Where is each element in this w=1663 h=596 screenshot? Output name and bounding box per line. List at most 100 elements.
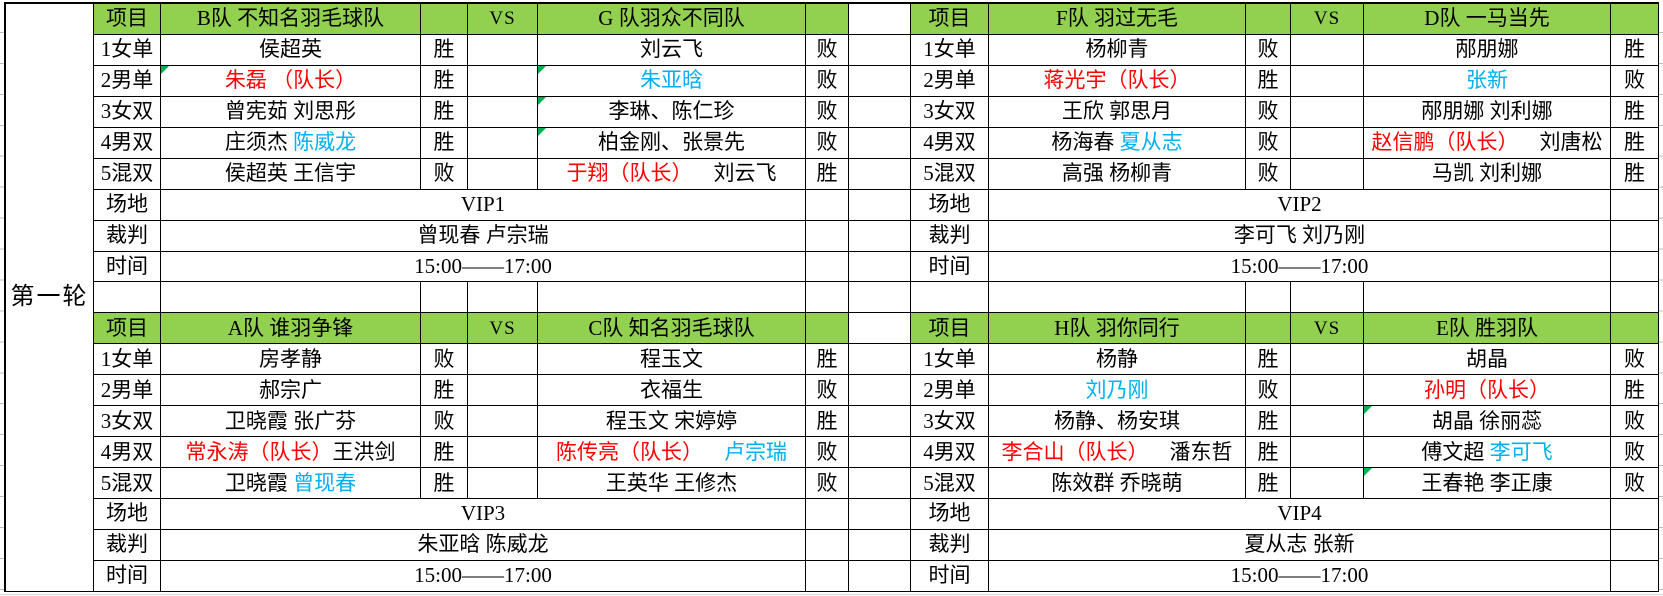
vs-spacer-cell[interactable]	[468, 34, 538, 66]
event-label-cell[interactable]: 3女双	[911, 406, 989, 438]
spacer-cell[interactable]	[849, 282, 911, 314]
venue-value-cell[interactable]: VIP3	[161, 499, 806, 530]
spacer-cell[interactable]	[849, 344, 911, 376]
players-cell[interactable]: 刘云飞	[538, 34, 806, 66]
players-cell[interactable]: 房孝静	[161, 344, 421, 376]
venue-label-cell[interactable]: 场地	[94, 499, 161, 530]
event-label-cell[interactable]: 3女双	[94, 96, 161, 128]
players-cell[interactable]: 马凯 刘利娜	[1364, 158, 1611, 190]
result-cell[interactable]: 胜	[1611, 158, 1659, 190]
players-cell[interactable]: 程玉文	[538, 344, 806, 376]
result-cell[interactable]: 败	[806, 375, 849, 407]
event-label-cell[interactable]: 5混双	[911, 158, 989, 190]
event-label-cell[interactable]: 3女双	[94, 406, 161, 438]
time-label-cell[interactable]: 时间	[94, 251, 161, 283]
referee-value-cell[interactable]: 曾现春 卢宗瑞	[161, 220, 806, 252]
referee-value-cell[interactable]: 李可飞 刘乃刚	[989, 220, 1611, 252]
result-cell[interactable]: 败	[806, 437, 849, 469]
header-spacer-cell[interactable]	[1611, 313, 1659, 345]
spacer-cell[interactable]	[849, 65, 911, 97]
spacer-cell[interactable]	[849, 560, 911, 592]
spacer-cell[interactable]	[161, 282, 421, 314]
vs-cell[interactable]: VS	[1291, 313, 1364, 345]
spacer-cell[interactable]	[849, 499, 911, 530]
result-cell[interactable]: 败	[1611, 468, 1659, 499]
players-cell[interactable]: 郝宗广	[161, 375, 421, 407]
event-label-cell[interactable]: 5混双	[911, 468, 989, 499]
result-cell[interactable]: 胜	[1246, 406, 1291, 438]
spacer-cell[interactable]	[1611, 189, 1659, 221]
players-cell[interactable]: 卫晓霞 曾现春	[161, 468, 421, 499]
players-cell[interactable]: 杨海春 夏从志	[989, 127, 1246, 159]
result-cell[interactable]: 胜	[1611, 96, 1659, 128]
team-name-cell[interactable]: B队 不知名羽毛球队	[161, 4, 421, 35]
event-label-cell[interactable]: 4男双	[911, 127, 989, 159]
vs-spacer-cell[interactable]	[1291, 65, 1364, 97]
team-name-cell[interactable]: F队 羽过无毛	[989, 4, 1246, 35]
result-cell[interactable]: 胜	[421, 96, 468, 128]
spacer-cell[interactable]	[538, 282, 806, 314]
spacer-cell[interactable]	[849, 220, 911, 252]
players-cell[interactable]: 刘乃刚	[989, 375, 1246, 407]
event-label-cell[interactable]: 1女单	[94, 344, 161, 376]
spacer-cell[interactable]	[468, 282, 538, 314]
result-cell[interactable]: 败	[1246, 34, 1291, 66]
result-cell[interactable]: 胜	[806, 344, 849, 376]
event-label-cell[interactable]: 3女双	[911, 96, 989, 128]
vs-spacer-cell[interactable]	[468, 96, 538, 128]
vs-spacer-cell[interactable]	[468, 65, 538, 97]
spacer-cell[interactable]	[806, 529, 849, 561]
result-cell[interactable]: 胜	[421, 468, 468, 499]
header-spacer-cell[interactable]	[421, 313, 468, 345]
spacer-cell[interactable]	[806, 189, 849, 221]
result-cell[interactable]: 胜	[421, 375, 468, 407]
result-cell[interactable]: 胜	[421, 127, 468, 159]
event-label-cell[interactable]: 4男双	[911, 437, 989, 469]
vs-spacer-cell[interactable]	[1291, 127, 1364, 159]
venue-label-cell[interactable]: 场地	[911, 189, 989, 221]
header-spacer-cell[interactable]	[1246, 4, 1291, 35]
vs-spacer-cell[interactable]	[468, 406, 538, 438]
referee-label-cell[interactable]: 裁判	[94, 220, 161, 252]
spacer-cell[interactable]	[806, 560, 849, 592]
result-cell[interactable]: 败	[1611, 406, 1659, 438]
players-cell[interactable]: 孙明（队长）	[1364, 375, 1611, 407]
spacer-cell[interactable]	[94, 282, 161, 314]
event-label-cell[interactable]: 1女单	[911, 34, 989, 66]
referee-label-cell[interactable]: 裁判	[911, 529, 989, 561]
vs-spacer-cell[interactable]	[1291, 437, 1364, 469]
players-cell[interactable]: 张新	[1364, 65, 1611, 97]
referee-label-cell[interactable]: 裁判	[94, 529, 161, 561]
time-value-cell[interactable]: 15:00——17:00	[161, 251, 806, 283]
vs-spacer-cell[interactable]	[468, 158, 538, 190]
event-header-cell[interactable]: 项目	[94, 4, 161, 35]
event-label-cell[interactable]: 5混双	[94, 158, 161, 190]
vs-spacer-cell[interactable]	[1291, 158, 1364, 190]
players-cell[interactable]: 李合山（队长） 潘东哲	[989, 437, 1246, 469]
event-label-cell[interactable]: 2男单	[94, 375, 161, 407]
spacer-cell[interactable]	[421, 282, 468, 314]
players-cell[interactable]: 胡晶	[1364, 344, 1611, 376]
spacer-cell[interactable]	[849, 468, 911, 499]
venue-value-cell[interactable]: VIP1	[161, 189, 806, 221]
team-name-cell[interactable]: E队 胜羽队	[1364, 313, 1611, 345]
spacer-cell[interactable]	[806, 499, 849, 530]
players-cell[interactable]: 程玉文 宋婷婷	[538, 406, 806, 438]
result-cell[interactable]: 败	[1246, 158, 1291, 190]
event-label-cell[interactable]: 4男双	[94, 127, 161, 159]
spacer-cell[interactable]	[806, 251, 849, 283]
spacer-cell[interactable]	[806, 282, 849, 314]
spacer-cell[interactable]	[849, 529, 911, 561]
referee-label-cell[interactable]: 裁判	[911, 220, 989, 252]
players-cell[interactable]: 衣福生	[538, 375, 806, 407]
spacer-cell[interactable]	[1611, 529, 1659, 561]
result-cell[interactable]: 胜	[1246, 344, 1291, 376]
vs-spacer-cell[interactable]	[1291, 375, 1364, 407]
vs-spacer-cell[interactable]	[468, 375, 538, 407]
vs-spacer-cell[interactable]	[468, 344, 538, 376]
team-name-cell[interactable]: G 队羽众不同队	[538, 4, 806, 35]
vs-spacer-cell[interactable]	[1291, 344, 1364, 376]
venue-label-cell[interactable]: 场地	[94, 189, 161, 221]
result-cell[interactable]: 胜	[1246, 65, 1291, 97]
players-cell[interactable]: 傅文超 李可飞	[1364, 437, 1611, 469]
